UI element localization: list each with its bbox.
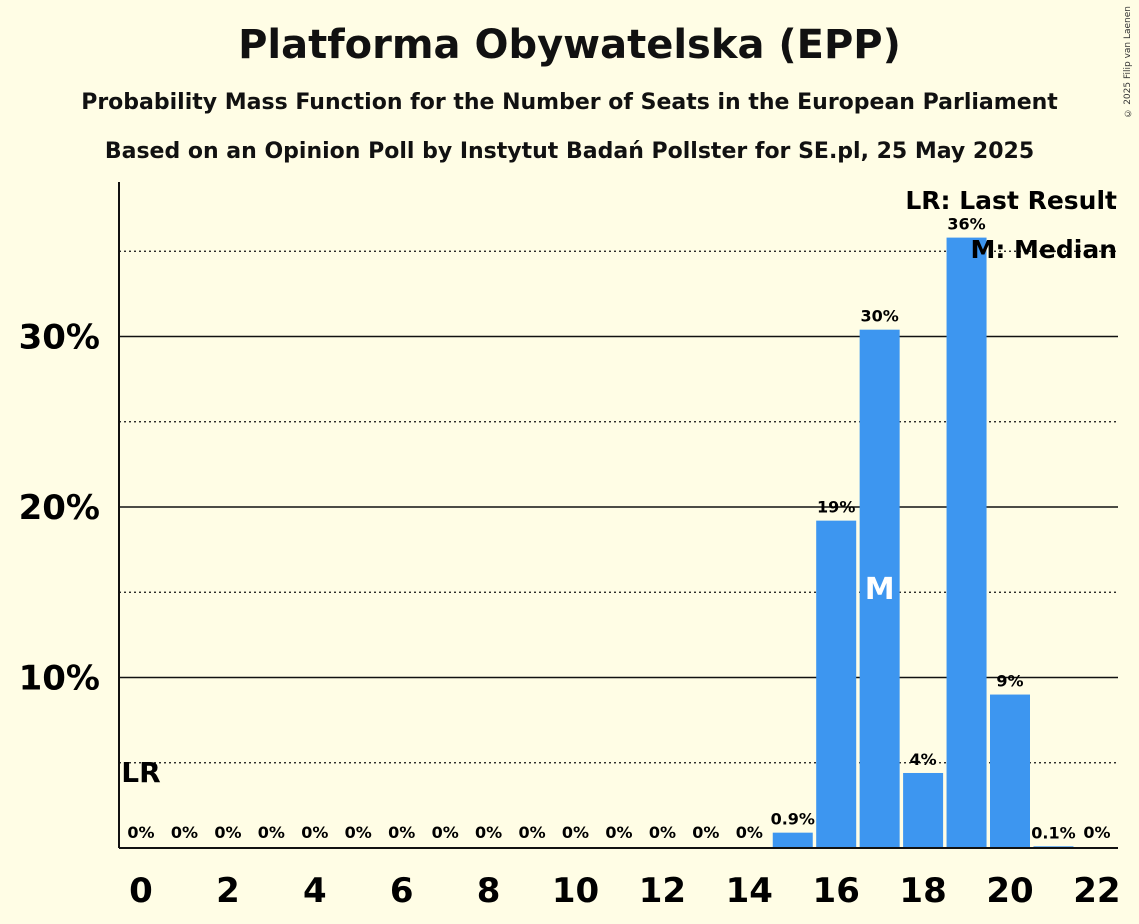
bar-value-label: 0% xyxy=(432,823,459,842)
y-tick-label: 20% xyxy=(19,488,100,528)
bar-value-label: 0% xyxy=(605,823,632,842)
bar-value-label: 9% xyxy=(996,672,1023,691)
bar-value-label: 0% xyxy=(649,823,676,842)
bar-value-label: 4% xyxy=(910,750,937,769)
bar-value-label: 30% xyxy=(861,307,899,326)
legend-last-result: LR: Last Result xyxy=(905,186,1117,215)
median-marker: M xyxy=(865,572,895,607)
bars xyxy=(772,237,1074,849)
bar-seat-15 xyxy=(772,832,813,848)
bar-value-labels: 0% 0% 0% 0% 0% 0% 0% 0% 0% 0% 0% 0% 0% 0% 0% 0.9% 19% 30%… xyxy=(121,215,1110,843)
bar-value-label: 0% xyxy=(518,823,545,842)
bar-value-label: 0% xyxy=(1083,823,1110,842)
x-tick-label: 14 xyxy=(726,871,773,911)
x-tick-label: 8 xyxy=(477,871,501,911)
bar-value-label: 0.1% xyxy=(1031,823,1075,842)
chart-title: Platforma Obywatelska (EPP) xyxy=(238,22,901,68)
bar-value-label: 0% xyxy=(736,823,763,842)
bar-value-label: 0% xyxy=(127,823,154,842)
chart-source-line: Based on an Opinion Poll by Instytut Bad… xyxy=(104,139,1035,164)
bar-value-label: 0% xyxy=(692,823,719,842)
bar-seat-18 xyxy=(903,772,944,848)
chart-subtitle: Probability Mass Function for the Number… xyxy=(81,90,1058,115)
x-tick-label: 6 xyxy=(390,871,414,911)
x-tick-label: 20 xyxy=(986,871,1033,911)
bar-value-label: 0% xyxy=(301,823,328,842)
bar-seat-20 xyxy=(990,694,1030,848)
x-tick-label: 4 xyxy=(303,871,327,911)
bar-value-label: 0% xyxy=(214,823,241,842)
bar-seat-19 xyxy=(946,237,987,849)
bar-value-label: 0% xyxy=(171,823,198,842)
bar-value-label: 36% xyxy=(947,215,985,234)
legend: LR: Last Result M: Median xyxy=(905,186,1117,264)
y-tick-label: 30% xyxy=(19,318,100,358)
x-tick-label: 0 xyxy=(129,871,153,911)
bar-value-label: 0% xyxy=(345,823,372,842)
last-result-marker: LR xyxy=(121,756,160,789)
x-tick-label: 2 xyxy=(216,871,240,911)
y-tick-label: 10% xyxy=(19,659,100,699)
x-tick-label: 12 xyxy=(639,871,686,911)
legend-median: M: Median xyxy=(970,235,1117,264)
bar-value-label: 0% xyxy=(562,823,589,842)
x-tick-label: 10 xyxy=(552,871,599,911)
bar-value-label: 0% xyxy=(258,823,285,842)
bar-value-label: 0% xyxy=(388,823,415,842)
bar-value-label: 19% xyxy=(817,498,855,517)
bar-value-label: 0% xyxy=(475,823,502,842)
axes: 0 2 4 6 8 10 12 14 16 18 20 22 xyxy=(118,182,1121,911)
x-tick-label: 16 xyxy=(813,871,860,911)
x-tick-label: 22 xyxy=(1073,871,1120,911)
bar-value-label: 0.9% xyxy=(771,810,815,829)
x-tick-label: 18 xyxy=(899,871,946,911)
bar-seat-16 xyxy=(816,520,857,848)
bar-seat-17 xyxy=(859,329,900,848)
